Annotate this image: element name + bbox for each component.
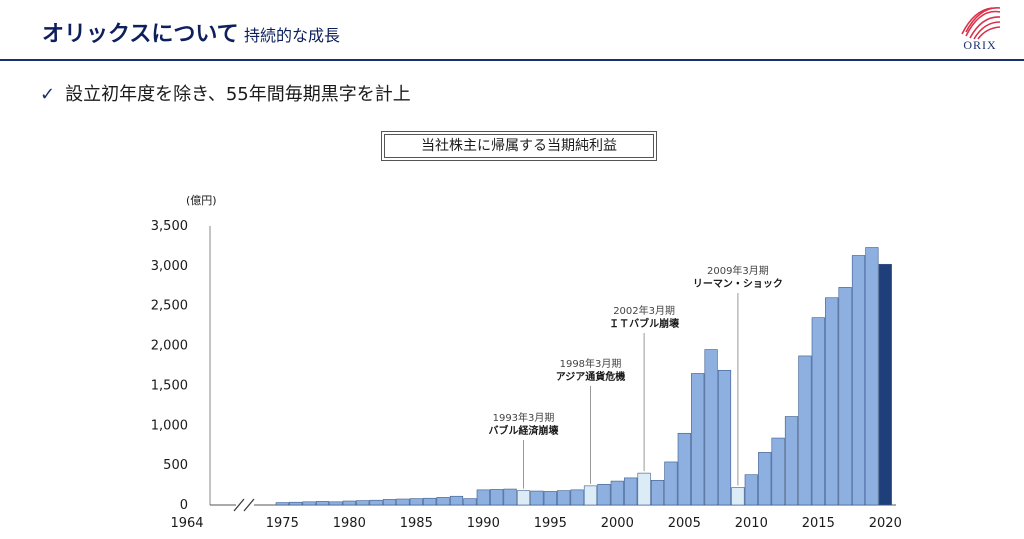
orix-logo-icon xyxy=(961,7,1001,40)
bar-1979 xyxy=(329,501,343,506)
y-unit-label: (億円) xyxy=(186,194,217,207)
bar-1994 xyxy=(530,490,544,506)
annotation-event: リーマン・ショック xyxy=(693,278,783,290)
bar-1982 xyxy=(369,499,383,506)
bar-2017 xyxy=(838,287,852,506)
y-tick-label: 1,000 xyxy=(151,418,188,433)
bar-2005 xyxy=(677,432,691,506)
annotation-date: 1993年3月期 xyxy=(493,411,555,424)
x-tick-label: 1990 xyxy=(467,516,500,531)
axis-break-mark xyxy=(243,498,255,512)
y-tick-label: 2,000 xyxy=(151,339,188,354)
bar-2003 xyxy=(650,479,665,506)
bar-1986 xyxy=(423,497,437,506)
bar-2019 xyxy=(865,247,879,506)
bar-2014 xyxy=(798,355,812,506)
x-tick-label: 2015 xyxy=(802,516,835,531)
bar-1981 xyxy=(356,500,370,506)
bar-2020 xyxy=(878,263,892,506)
x-tick-label: 2010 xyxy=(735,516,768,531)
header-divider xyxy=(0,59,1024,61)
bar-1984 xyxy=(396,498,410,506)
bar-2015 xyxy=(811,317,825,506)
bar-2000 xyxy=(610,480,624,506)
axis-break-mark xyxy=(233,498,245,512)
annotation-date: 2009年3月期 xyxy=(707,264,769,277)
x-tick-label: 1975 xyxy=(266,516,299,531)
summary-text: 設立初年度を除き、55年間毎期黒字を計上 xyxy=(65,84,411,105)
x-tick-label: 2000 xyxy=(601,516,634,531)
page-subtitle: 持続的な成長 xyxy=(244,26,341,45)
bar-2016 xyxy=(825,297,839,506)
bar-1991 xyxy=(490,489,504,506)
annotation-event: ＩＴバブル崩壊 xyxy=(609,317,680,330)
bar-1987 xyxy=(436,497,450,506)
bar-1988 xyxy=(449,495,464,506)
summary-bullet: ✓ 設立初年度を除き、55年間毎期黒字を計上 xyxy=(40,80,411,106)
bar-2011 xyxy=(758,452,772,506)
annotation-date: 1998年3月期 xyxy=(560,357,622,370)
bar-1980 xyxy=(342,500,356,506)
bar-1993 xyxy=(516,490,531,506)
bar-1976 xyxy=(289,501,303,506)
y-tick-label: 0 xyxy=(180,498,188,513)
chart-title: 当社株主に帰属する当期純利益 xyxy=(381,131,657,161)
checkmark-icon: ✓ xyxy=(40,84,56,105)
x-tick-label: 1985 xyxy=(400,516,433,531)
x-tick-label: 1964 xyxy=(170,516,203,531)
bar-2007 xyxy=(704,349,718,506)
bar-1998 xyxy=(583,485,598,506)
bar-2002 xyxy=(637,472,651,506)
bar-1995 xyxy=(543,491,557,506)
x-tick-label: 1980 xyxy=(333,516,366,531)
bar-2006 xyxy=(691,373,705,506)
bar-1989 xyxy=(463,498,477,506)
y-tick-label: 3,500 xyxy=(151,219,188,234)
y-tick-label: 1,500 xyxy=(151,378,188,393)
bar-1975 xyxy=(275,502,289,506)
annotation-event: バブル経済崩壊 xyxy=(489,424,560,437)
annotation-date: 2002年3月期 xyxy=(613,304,675,317)
bar-1999 xyxy=(597,483,611,506)
bar-2009 xyxy=(731,487,745,506)
bar-2018 xyxy=(851,255,866,506)
page-title: オリックスについて xyxy=(42,22,239,47)
bar-2010 xyxy=(744,474,758,506)
y-tick-label: 2,500 xyxy=(151,299,188,314)
logo-text: ORIX xyxy=(963,38,997,52)
bar-2001 xyxy=(624,477,638,506)
bar-1985 xyxy=(409,498,423,506)
bar-2004 xyxy=(664,461,678,506)
annotation-event: アジア通貨危機 xyxy=(556,370,626,383)
bar-1978 xyxy=(315,501,330,506)
bar-1992 xyxy=(503,488,517,506)
bar-1983 xyxy=(382,499,397,506)
x-tick-label: 2005 xyxy=(668,516,701,531)
bar-2008 xyxy=(717,369,732,506)
bar-2012 xyxy=(771,437,785,506)
bar-1996 xyxy=(557,490,571,506)
bar-1997 xyxy=(570,489,584,506)
y-tick-label: 500 xyxy=(163,458,188,473)
bar-2013 xyxy=(784,416,799,506)
bar-1990 xyxy=(476,489,490,506)
x-tick-label: 1995 xyxy=(534,516,567,531)
x-tick-label: 2020 xyxy=(869,516,902,531)
y-tick-label: 3,000 xyxy=(151,259,188,274)
bar-1977 xyxy=(302,501,316,506)
